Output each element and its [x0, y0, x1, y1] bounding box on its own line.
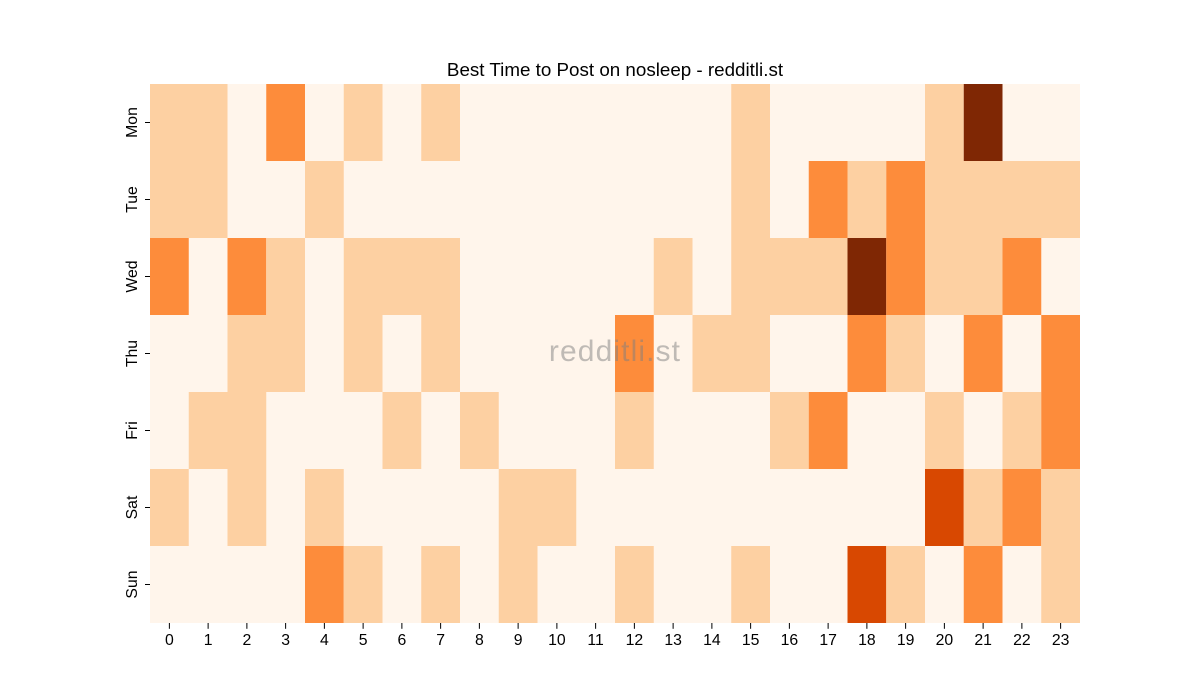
svg-text:4: 4	[320, 632, 329, 649]
svg-text:18: 18	[858, 632, 876, 649]
svg-text:14: 14	[703, 632, 721, 649]
svg-text:8: 8	[475, 632, 484, 649]
svg-text:Best Time to Post on nosleep -: Best Time to Post on nosleep - redditli.…	[447, 59, 784, 80]
svg-text:22: 22	[1013, 632, 1031, 649]
svg-text:16: 16	[781, 632, 799, 649]
svg-text:19: 19	[897, 632, 915, 649]
svg-text:12: 12	[626, 632, 644, 649]
svg-text:9: 9	[514, 632, 523, 649]
svg-text:2: 2	[242, 632, 251, 649]
svg-text:0: 0	[165, 632, 174, 649]
svg-text:Sat: Sat	[124, 495, 141, 519]
svg-text:Wed: Wed	[124, 260, 141, 292]
svg-text:Tue: Tue	[124, 186, 141, 213]
svg-text:3: 3	[281, 632, 290, 649]
svg-text:Sun: Sun	[124, 570, 141, 598]
svg-text:Thu: Thu	[124, 340, 141, 367]
svg-text:17: 17	[819, 632, 837, 649]
svg-text:5: 5	[359, 632, 368, 649]
svg-text:10: 10	[548, 632, 566, 649]
svg-text:1: 1	[204, 632, 213, 649]
svg-text:21: 21	[974, 632, 992, 649]
svg-text:13: 13	[664, 632, 682, 649]
svg-text:6: 6	[397, 632, 406, 649]
svg-text:20: 20	[936, 632, 954, 649]
svg-text:Fri: Fri	[124, 421, 141, 439]
svg-text:7: 7	[436, 632, 445, 649]
svg-text:23: 23	[1052, 632, 1070, 649]
svg-text:Mon: Mon	[124, 107, 141, 138]
svg-text:11: 11	[587, 632, 604, 649]
svg-text:redditli.st: redditli.st	[549, 335, 681, 368]
svg-text:15: 15	[742, 632, 760, 649]
